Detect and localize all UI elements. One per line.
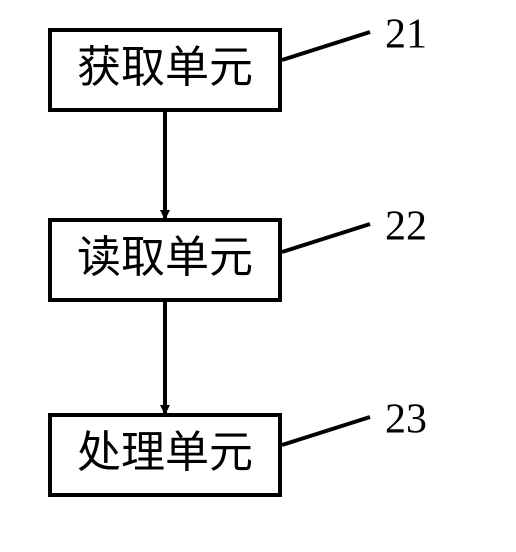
- callout-label: 21: [385, 12, 427, 58]
- callout-n1: 21: [282, 12, 427, 60]
- node-label: 读取单元: [77, 233, 253, 282]
- callout-label: 22: [385, 204, 427, 250]
- callout-line: [282, 224, 370, 252]
- callout-line: [282, 417, 370, 445]
- flow-node-n2: 读取单元: [50, 220, 280, 300]
- callout-n3: 23: [282, 397, 427, 445]
- flow-node-n1: 获取单元: [50, 30, 280, 110]
- node-label: 处理单元: [77, 428, 253, 477]
- node-label: 获取单元: [77, 43, 253, 92]
- callout-line: [282, 32, 370, 60]
- callout-label: 23: [385, 397, 427, 443]
- callout-n2: 22: [282, 204, 427, 252]
- flow-node-n3: 处理单元: [50, 415, 280, 495]
